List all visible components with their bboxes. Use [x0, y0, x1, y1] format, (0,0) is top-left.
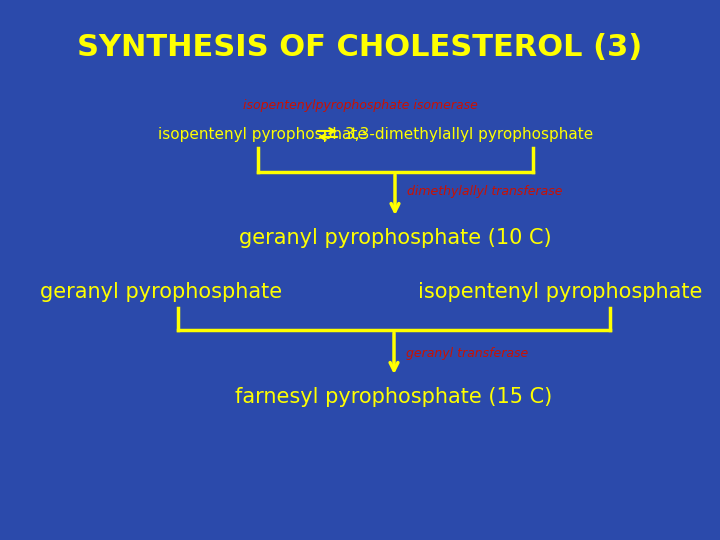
Text: isopentenyl pyrophosphate: isopentenyl pyrophosphate [418, 282, 702, 302]
Text: SYNTHESIS OF CHOLESTEROL (3): SYNTHESIS OF CHOLESTEROL (3) [77, 32, 643, 62]
Text: dimethylallyl transferase: dimethylallyl transferase [407, 186, 562, 199]
Text: isopentenyl pyrophosphate: isopentenyl pyrophosphate [158, 126, 367, 141]
Text: isopentenylpyrophosphate isomerase: isopentenylpyrophosphate isomerase [243, 98, 477, 111]
Text: farnesyl pyrophosphate (15 C): farnesyl pyrophosphate (15 C) [235, 387, 553, 407]
Text: geranyl pyrophosphate: geranyl pyrophosphate [40, 282, 282, 302]
Text: geranyl pyrophosphate (10 C): geranyl pyrophosphate (10 C) [239, 228, 552, 248]
Text: geranyl transferase: geranyl transferase [406, 348, 528, 361]
Text: 3,3-dimethylallyl pyrophosphate: 3,3-dimethylallyl pyrophosphate [345, 126, 593, 141]
